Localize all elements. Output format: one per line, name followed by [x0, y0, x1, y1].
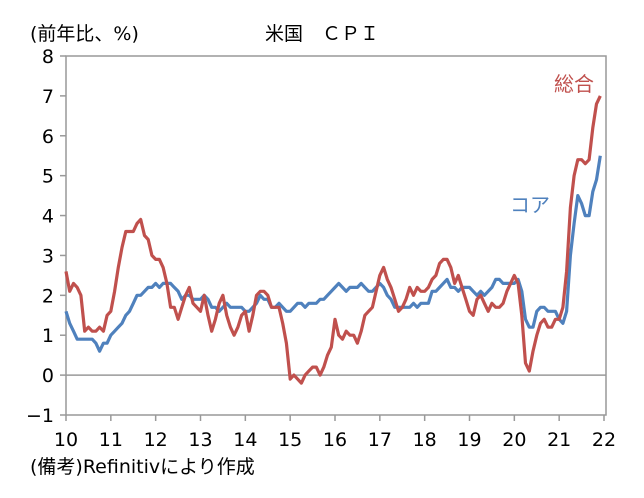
- y-tick-label: 8: [42, 46, 54, 68]
- x-tick-label: 22: [592, 429, 616, 451]
- series-label-core: コア: [510, 193, 550, 217]
- plot-frame: [65, 55, 607, 416]
- x-tick-label: 21: [547, 429, 571, 451]
- x-tick-label: 17: [368, 429, 392, 451]
- y-axis-unit-label: (前年比、%): [30, 23, 139, 45]
- x-tick-label: 15: [278, 429, 302, 451]
- x-tick-label: 10: [54, 429, 78, 451]
- plot-border: [65, 55, 607, 416]
- y-axis: −1 0 1 2 3 4 5 6 7 8: [26, 46, 66, 427]
- y-tick-label: 0: [42, 365, 54, 387]
- x-tick-label: 12: [144, 429, 168, 451]
- y-tick-label: 4: [42, 206, 54, 228]
- y-tick-label: 6: [42, 126, 54, 148]
- series-label-headline: 総合: [554, 72, 594, 96]
- y-tick-label: 3: [42, 245, 54, 267]
- y-tick-label: 7: [42, 86, 54, 108]
- series-lines: [64, 95, 602, 385]
- x-tick-label: 20: [502, 429, 526, 451]
- x-axis: 10 11 12 13 14 15 16 17 18 19 20 21 22: [54, 415, 616, 451]
- x-tick-label: 11: [99, 429, 123, 451]
- x-tick-label: 14: [233, 429, 257, 451]
- y-tick-label: 5: [42, 166, 54, 188]
- headline-cpi-line: [64, 95, 602, 385]
- x-tick-label: 13: [188, 429, 212, 451]
- y-tick-label: −1: [26, 405, 54, 427]
- x-tick-label: 19: [457, 429, 481, 451]
- y-tick-label: 1: [42, 325, 54, 347]
- x-tick-label: 16: [323, 429, 347, 451]
- chart-title: 米国 ＣＰＩ: [265, 23, 379, 45]
- y-tick-label: 2: [42, 285, 54, 307]
- x-tick-label: 18: [413, 429, 437, 451]
- source-note: (備考)Refinitivにより作成: [30, 456, 255, 478]
